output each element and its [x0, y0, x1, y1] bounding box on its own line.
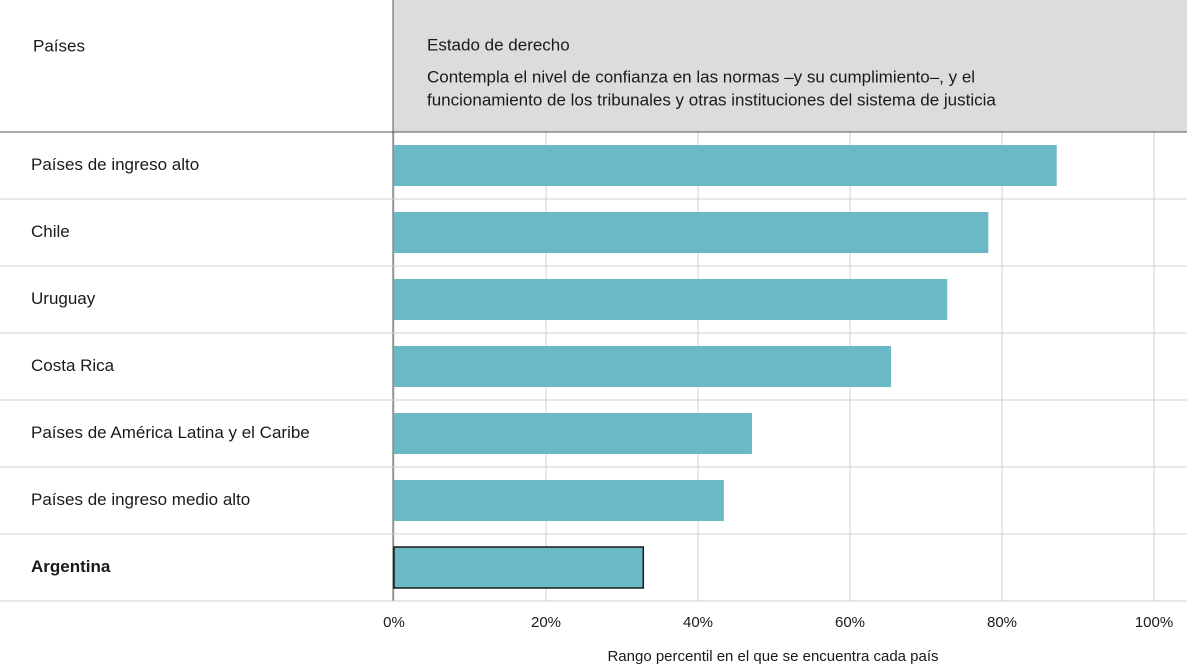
x-tick-label: 100%: [1135, 614, 1173, 631]
bar: [394, 413, 752, 454]
x-tick-label: 40%: [683, 614, 713, 631]
bar: [394, 212, 989, 253]
bar: [394, 480, 724, 521]
category-label: Costa Rica: [31, 356, 115, 375]
x-tick-label: 0%: [383, 614, 405, 631]
header-background: [393, 0, 1187, 132]
bar: [393, 546, 645, 589]
bar: [394, 279, 948, 320]
bar: [394, 145, 1057, 186]
category-label: Países de ingreso alto: [31, 155, 199, 174]
category-label: Países de América Latina y el Caribe: [31, 423, 310, 442]
x-tick-label: 60%: [835, 614, 865, 631]
x-tick-label: 20%: [531, 614, 561, 631]
chart-title: Estado de derecho: [427, 35, 570, 54]
category-label: Argentina: [31, 557, 111, 576]
category-header: Países: [33, 36, 85, 55]
x-tick-label: 80%: [987, 614, 1017, 631]
chart-subtitle: Contempla el nivel de confianza en las n…: [427, 67, 975, 86]
category-label: Uruguay: [31, 289, 96, 308]
category-label: Países de ingreso medio alto: [31, 490, 250, 509]
chart-subtitle: funcionamiento de los tribunales y otras…: [427, 90, 996, 109]
category-label: Chile: [31, 222, 70, 241]
bar: [394, 346, 892, 387]
x-axis-title: Rango percentil en el que se encuentra c…: [607, 648, 938, 665]
